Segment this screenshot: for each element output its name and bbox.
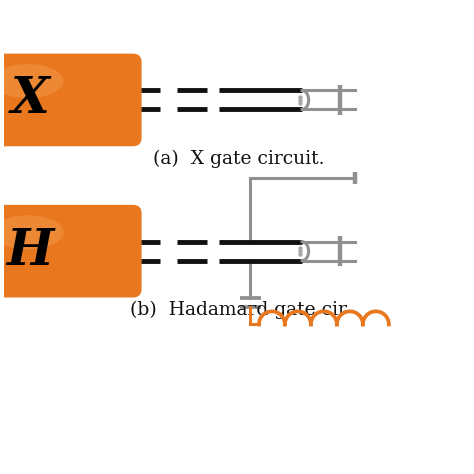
FancyBboxPatch shape: [0, 205, 142, 298]
Text: (a)  X gate circuit.: (a) X gate circuit.: [153, 150, 325, 168]
Text: H: H: [6, 227, 54, 276]
Ellipse shape: [0, 64, 64, 98]
Text: X: X: [10, 75, 49, 125]
Text: (b)  Hadamard gate cir: (b) Hadamard gate cir: [130, 301, 347, 319]
FancyBboxPatch shape: [0, 54, 142, 146]
Ellipse shape: [0, 215, 64, 249]
